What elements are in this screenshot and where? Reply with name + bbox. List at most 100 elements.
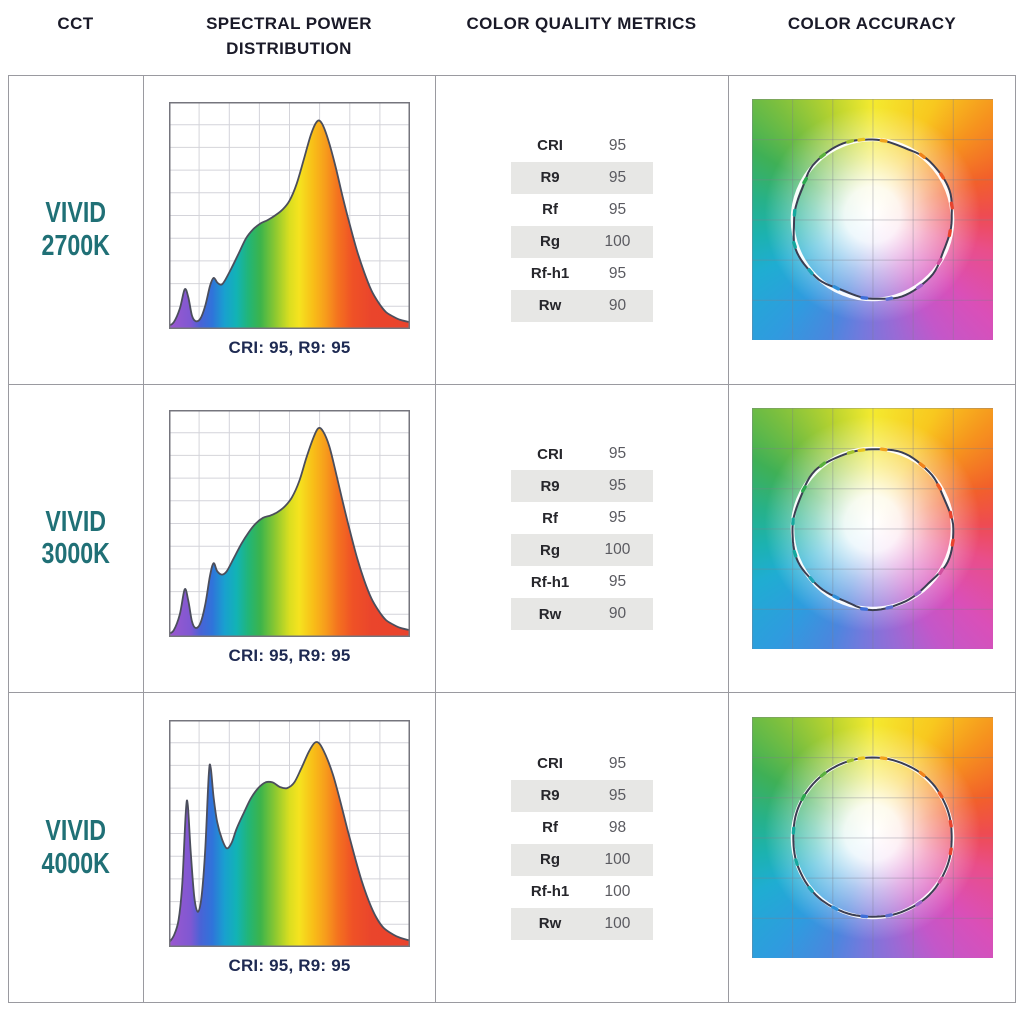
metric-label: Rg (540, 541, 561, 559)
metric-row: Rw 90 (511, 598, 653, 631)
metric-row: R9 95 (511, 470, 653, 503)
metric-value: 100 (604, 914, 631, 932)
metric-value: 95 (608, 168, 627, 186)
metric-row: R9 95 (511, 779, 653, 812)
header-color-quality-metrics: COLOR QUALITY METRICS (466, 14, 697, 33)
metrics-table: CRI 95 R9 95 Rf 98 Rg 100 Rf-h1 100 Rw 100 (511, 748, 653, 940)
metric-row: Rw 100 (511, 907, 653, 940)
cct-kelvin-value: 4000K (41, 847, 111, 880)
metric-row: Rw 90 (511, 289, 653, 322)
cct-cell: VIVID 3000K (9, 384, 144, 694)
metric-label: Rf-h1 (530, 573, 570, 591)
metrics-cell: CRI 95 R9 95 Rf 98 Rg 100 Rf-h1 100 Rw 100 (436, 693, 729, 1002)
cct-cell: VIVID 4000K (9, 693, 144, 1002)
spd-chart-block: CRI: 95, R9: 95 (169, 719, 410, 976)
metric-row: Rf-h1 95 (511, 258, 653, 290)
metric-row: Rg 100 (511, 843, 653, 876)
color-accuracy-panel (751, 717, 993, 959)
metric-value: 95 (608, 509, 627, 527)
spec-table: VIVID 2700K CRI: 95, R9: 95 CRI 95 R9 95 Rf 9… (8, 75, 1016, 1003)
metric-label: R9 (540, 787, 560, 805)
metrics-table: CRI 95 R9 95 Rf 95 Rg 100 Rf-h1 95 Rw 90 (511, 438, 653, 631)
metric-label: Rf (542, 509, 558, 527)
cct-cell: VIVID 2700K (9, 76, 144, 385)
cct-kelvin-value: 3000K (41, 538, 111, 571)
metric-label: Rg (540, 851, 561, 869)
metric-value: 95 (608, 264, 627, 282)
metric-label: Rw (538, 915, 562, 933)
spd-cell: CRI: 95, R9: 95 (144, 384, 436, 694)
metric-label: R9 (540, 477, 560, 495)
metric-value: 95 (608, 786, 627, 804)
column-headers: CCT SPECTRAL POWER DISTRIBUTION COLOR QU… (8, 12, 1016, 61)
accuracy-cell (729, 693, 1015, 1002)
metric-value: 95 (608, 200, 627, 218)
cct-kelvin-value: 2700K (41, 229, 111, 262)
metric-label: CRI (537, 137, 563, 155)
header-spectral-power-distribution: SPECTRAL POWER DISTRIBUTION (206, 14, 372, 58)
spd-chart-block: CRI: 95, R9: 95 (169, 410, 410, 666)
spd-chart (169, 719, 410, 947)
spd-caption: CRI: 95, R9: 95 (228, 337, 351, 357)
metric-value: 95 (608, 754, 627, 772)
metric-label: CRI (537, 445, 563, 463)
cct-label: VIVID 3000K (42, 506, 110, 571)
metric-label: Rf (542, 819, 558, 837)
metric-row: CRI 95 (511, 130, 653, 162)
color-vector-circle (790, 446, 955, 612)
metrics-table: CRI 95 R9 95 Rf 95 Rg 100 Rf-h1 95 Rw 90 (511, 130, 653, 322)
metric-row: Rf 95 (511, 194, 653, 226)
metric-row: Rf 95 (511, 502, 653, 534)
metric-value: 100 (604, 541, 631, 559)
metric-value: 98 (608, 818, 627, 836)
spd-chart (169, 101, 410, 329)
metric-label: Rw (538, 297, 562, 315)
color-vector-circle (790, 755, 954, 920)
metric-value: 90 (608, 605, 627, 623)
spd-chart-block: CRI: 95, R9: 95 (169, 101, 410, 358)
metric-value: 95 (608, 477, 627, 495)
metric-row: CRI 95 (511, 438, 653, 470)
metric-row: Rg 100 (511, 534, 653, 567)
accuracy-cell (729, 385, 1015, 694)
metric-value: 95 (608, 445, 627, 463)
metric-value: 95 (608, 136, 627, 154)
cct-series-name: VIVID (45, 815, 107, 848)
metric-label: Rw (538, 605, 562, 623)
spd-cell: CRI: 95, R9: 95 (144, 76, 436, 385)
metrics-cell: CRI 95 R9 95 Rf 95 Rg 100 Rf-h1 95 Rw 90 (436, 384, 729, 694)
metric-row: Rf-h1 95 (511, 566, 653, 598)
color-accuracy-panel (751, 99, 993, 341)
metric-row: R9 95 (511, 161, 653, 194)
metrics-cell: CRI 95 R9 95 Rf 95 Rg 100 Rf-h1 95 Rw 90 (436, 76, 729, 385)
spd-caption: CRI: 95, R9: 95 (228, 955, 351, 975)
metric-value: 100 (604, 882, 631, 900)
metric-row: Rg 100 (511, 225, 653, 258)
spd-cell: CRI: 95, R9: 95 (144, 693, 436, 1002)
metric-row: CRI 95 (511, 748, 653, 780)
metric-label: Rf (542, 201, 558, 219)
metric-label: R9 (540, 169, 560, 187)
header-cct: CCT (57, 14, 94, 33)
color-vector-circle (790, 138, 954, 302)
cct-series-name: VIVID (45, 197, 107, 230)
metric-value: 95 (608, 573, 627, 591)
metric-label: Rf-h1 (530, 883, 570, 901)
metric-row: Rf-h1 100 (511, 876, 653, 908)
cct-label: VIVID 2700K (42, 197, 110, 262)
metric-label: Rf-h1 (530, 265, 570, 283)
metric-value: 90 (608, 296, 627, 314)
spd-chart (169, 410, 410, 638)
spd-caption: CRI: 95, R9: 95 (228, 646, 351, 666)
metric-label: CRI (537, 755, 563, 773)
metric-row: Rf 98 (511, 812, 653, 844)
cct-series-name: VIVID (45, 506, 107, 539)
accuracy-cell (729, 76, 1015, 385)
metric-value: 100 (604, 232, 631, 250)
cct-label: VIVID 4000K (42, 815, 110, 880)
color-accuracy-panel (751, 407, 993, 649)
header-color-accuracy: COLOR ACCURACY (787, 14, 957, 33)
metric-value: 100 (604, 850, 631, 868)
metric-label: Rg (540, 233, 561, 251)
